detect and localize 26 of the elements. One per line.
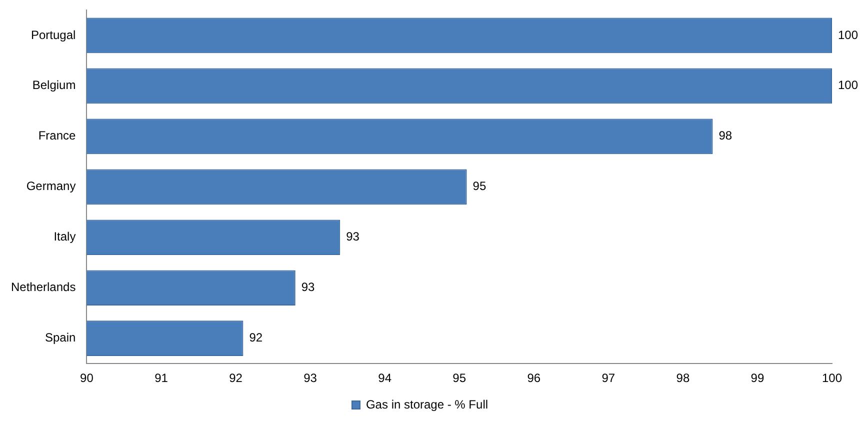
- x-tick-label: 100: [822, 371, 842, 386]
- y-tick-label: Portugal: [31, 28, 76, 42]
- data-label: 93: [301, 280, 316, 294]
- y-tick-label: Spain: [45, 330, 76, 345]
- x-tick-label: 94: [378, 371, 392, 386]
- x-tick-label: 95: [452, 371, 466, 386]
- data-label: 92: [249, 330, 263, 345]
- legend-label: Gas in storage - % Full: [366, 397, 488, 412]
- y-tick-label: Italy: [54, 230, 76, 244]
- data-label: 100: [838, 28, 858, 42]
- x-tick-label: 97: [602, 371, 616, 386]
- y-tick-label: Belgium: [32, 78, 76, 92]
- y-tick-label: Netherlands: [10, 280, 76, 294]
- x-tick-label: 99: [750, 371, 764, 386]
- data-label: 98: [718, 128, 732, 143]
- x-tick-label: 91: [154, 371, 168, 386]
- x-tick-label: 96: [527, 371, 541, 386]
- x-tick-label: 92: [229, 371, 243, 386]
- y-tick-label: France: [38, 128, 76, 143]
- x-tick-label: 93: [304, 371, 318, 386]
- data-label: 93: [346, 230, 360, 244]
- data-label: 100: [838, 78, 858, 92]
- x-tick-label: 90: [80, 371, 94, 386]
- data-label: 95: [472, 179, 486, 194]
- y-tick-label: Germany: [26, 179, 76, 194]
- x-tick-label: 98: [676, 371, 690, 386]
